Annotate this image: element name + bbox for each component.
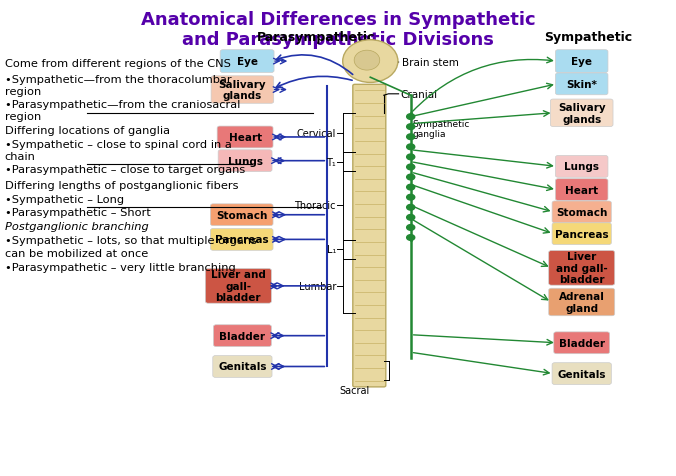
Text: Heart: Heart [565,185,598,195]
Circle shape [407,135,415,140]
Text: Bladder: Bladder [558,338,605,348]
Text: •Sympathetic – lots, so that multiple organs: •Sympathetic – lots, so that multiple or… [5,236,257,246]
FancyBboxPatch shape [549,288,614,316]
FancyBboxPatch shape [210,229,273,251]
FancyBboxPatch shape [213,356,272,377]
Text: Pancreas: Pancreas [215,235,268,245]
Text: Lungs: Lungs [564,162,599,172]
Text: Anatomical Differences in Sympathetic: Anatomical Differences in Sympathetic [141,11,535,29]
Text: Cranial: Cranial [400,89,437,99]
Text: Heart: Heart [228,133,262,143]
Text: Thoracic: Thoracic [295,201,336,211]
Text: •Parasympathetic – very little branching: •Parasympathetic – very little branching [5,263,235,273]
Text: Differing lengths of postganglionic fibers: Differing lengths of postganglionic fibe… [5,180,238,190]
Ellipse shape [343,40,398,83]
Text: Pancreas: Pancreas [555,229,608,239]
FancyBboxPatch shape [210,204,273,226]
Text: Eye: Eye [571,57,592,67]
FancyBboxPatch shape [550,100,613,127]
Text: •Parasympathetic—from the craniosacral: •Parasympathetic—from the craniosacral [5,100,240,110]
Text: Postganglionic branching: Postganglionic branching [5,221,149,231]
FancyBboxPatch shape [206,269,271,304]
Text: L₁: L₁ [327,245,336,255]
Text: Brain stem: Brain stem [402,58,459,68]
Text: •Parasympathetic – Short: •Parasympathetic – Short [5,207,151,217]
Text: •Sympathetic – Long: •Sympathetic – Long [5,195,124,205]
FancyBboxPatch shape [552,223,611,245]
Circle shape [407,155,415,160]
Circle shape [407,205,415,211]
FancyBboxPatch shape [556,156,608,178]
Text: region: region [5,87,41,97]
Text: Differing locations of ganglia: Differing locations of ganglia [5,125,170,135]
FancyBboxPatch shape [556,179,608,201]
FancyBboxPatch shape [353,85,386,387]
Circle shape [407,225,415,231]
Text: Sympathetic
ganglia: Sympathetic ganglia [412,119,469,139]
FancyBboxPatch shape [552,363,611,385]
Circle shape [407,185,415,190]
FancyBboxPatch shape [549,251,614,286]
Text: and Parasympathetic Divisions: and Parasympathetic Divisions [182,31,494,49]
Text: Genitals: Genitals [558,369,606,379]
Circle shape [407,235,415,241]
Text: •Sympathetic – close to spinal cord in a: •Sympathetic – close to spinal cord in a [5,139,231,149]
Text: Lumbar: Lumbar [299,281,336,291]
Circle shape [407,175,415,180]
Text: Stomach: Stomach [216,210,268,220]
Text: region: region [5,112,41,122]
Text: Stomach: Stomach [556,208,608,218]
Text: Bladder: Bladder [220,331,266,341]
Text: Eye: Eye [237,57,258,67]
Text: can be mobilized at once: can be mobilized at once [5,248,148,258]
FancyBboxPatch shape [211,77,274,104]
Circle shape [407,125,415,130]
Text: •Parasympathetic – close to target organs: •Parasympathetic – close to target organ… [5,165,245,175]
Text: Cervical: Cervical [297,129,336,139]
Text: Liver and
gall-
bladder: Liver and gall- bladder [211,270,266,303]
Circle shape [407,195,415,200]
Text: Genitals: Genitals [218,362,266,372]
FancyBboxPatch shape [554,332,610,354]
FancyBboxPatch shape [214,325,271,347]
Text: Parasympathetic: Parasympathetic [258,31,376,44]
Text: Salivary
glands: Salivary glands [218,79,266,101]
Circle shape [407,215,415,221]
Circle shape [407,115,415,120]
Text: Salivary
glands: Salivary glands [558,103,606,124]
FancyBboxPatch shape [556,50,608,73]
Text: Liver
and gall-
bladder: Liver and gall- bladder [556,252,608,285]
Text: Lungs: Lungs [228,156,262,166]
Text: Adrenal
gland: Adrenal gland [559,292,604,313]
Text: Sympathetic: Sympathetic [544,31,633,44]
FancyBboxPatch shape [220,50,274,73]
FancyBboxPatch shape [217,127,273,149]
Text: chain: chain [5,152,36,162]
Ellipse shape [354,51,380,71]
Circle shape [407,165,415,170]
Circle shape [407,145,415,150]
Text: T₁: T₁ [327,157,336,167]
FancyBboxPatch shape [556,74,608,96]
Text: •Sympathetic—from the thoracolumbar: •Sympathetic—from the thoracolumbar [5,75,231,85]
FancyBboxPatch shape [552,201,611,223]
FancyBboxPatch shape [218,150,272,172]
Text: Come from different regions of the CNS: Come from different regions of the CNS [5,59,231,69]
Text: Skin*: Skin* [566,79,597,89]
Text: Sacral: Sacral [340,385,370,395]
